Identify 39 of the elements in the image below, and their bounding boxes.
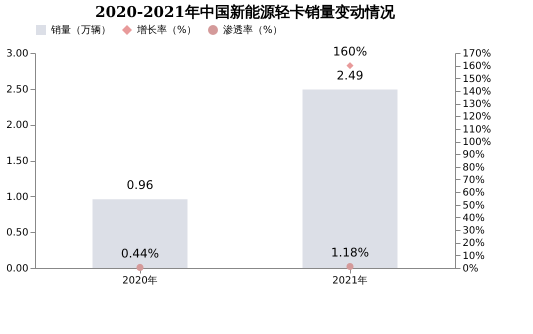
y2-tick-label: 70% xyxy=(462,174,485,186)
y2-tick-label: 140% xyxy=(462,86,492,98)
y-tick-label: 0.00 xyxy=(6,264,28,274)
y2-tick-label: 60% xyxy=(462,188,485,199)
data-label: 1.18% xyxy=(330,246,370,260)
y2-tick-label: 130% xyxy=(462,99,492,110)
y2-tick-label: 80% xyxy=(462,162,485,174)
y2-tick-label: 0% xyxy=(462,264,478,274)
legend-label: 渗透率（%） xyxy=(223,24,283,36)
y2-tick-label: 160% xyxy=(462,61,492,72)
x-tick-label: 2020年 xyxy=(122,274,158,286)
y2-tick-label: 40% xyxy=(462,212,485,224)
y2-tick-label: 30% xyxy=(462,226,485,237)
y-tick-label: 1.50 xyxy=(6,156,28,167)
data-label: 2.49 xyxy=(336,68,364,83)
chart-title: 2020-2021年中国新能源轻卡销量变动情况 xyxy=(95,3,396,21)
y2-tick-label: 50% xyxy=(462,200,485,212)
data-label: 160% xyxy=(332,44,368,59)
legend-label: 销量（万辆） xyxy=(50,24,111,36)
y-tick-label: 0.50 xyxy=(6,228,28,239)
y2-tick-label: 110% xyxy=(462,124,492,136)
point xyxy=(346,62,354,70)
point xyxy=(346,262,354,270)
y2-tick-label: 170% xyxy=(462,48,492,60)
y2-tick-label: 120% xyxy=(462,112,492,123)
data-label: 0.96 xyxy=(126,178,154,192)
point xyxy=(136,264,144,271)
y2-tick-label: 150% xyxy=(462,74,492,85)
y-tick-label: 3.00 xyxy=(6,48,28,60)
y2-tick-label: 10% xyxy=(462,250,485,262)
x-tick-label: 2021年 xyxy=(332,274,368,286)
legend-label: 增长率（%） xyxy=(136,24,197,36)
y-tick-label: 2.50 xyxy=(6,84,28,96)
y-tick-label: 1.00 xyxy=(6,192,28,203)
data-label: 0.44% xyxy=(120,246,160,260)
y2-tick-label: 20% xyxy=(462,238,485,250)
y-tick-label: 2.00 xyxy=(6,120,28,132)
y2-tick-label: 90% xyxy=(462,150,485,161)
y2-tick-label: 100% xyxy=(462,137,492,148)
